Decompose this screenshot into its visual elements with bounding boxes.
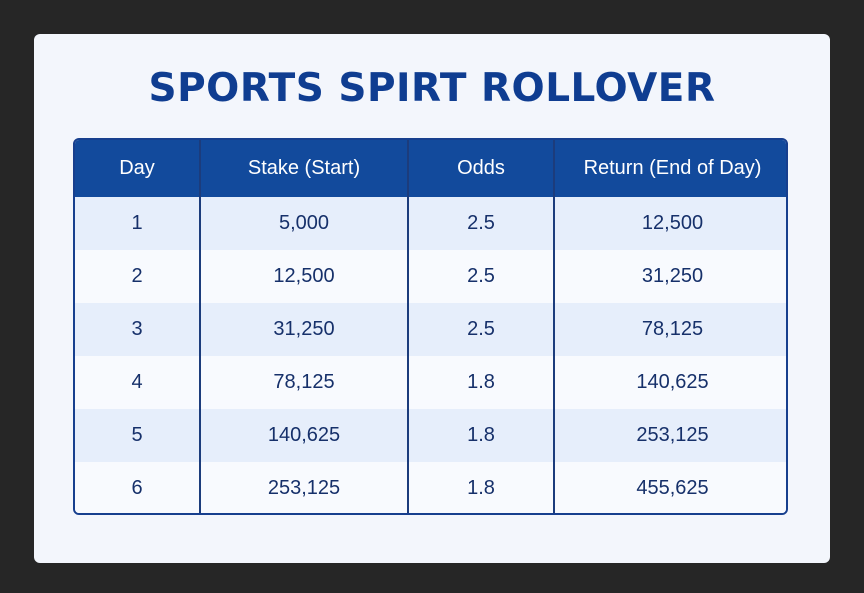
cell-odds: 1.8 xyxy=(408,462,555,513)
table-row: 5 140,625 1.8 253,125 xyxy=(75,409,786,462)
cell-return: 78,125 xyxy=(641,318,704,340)
cell-return: 140,625 xyxy=(636,371,709,393)
cell-stake: 5,000 xyxy=(200,197,409,250)
cell-return: 31,250 xyxy=(641,265,704,287)
header-odds: Odds xyxy=(408,140,555,197)
cell-return: 455,625 xyxy=(636,477,709,499)
cell-return: 253,125 xyxy=(636,424,709,446)
header-return-end-of-day: Return (End of Day) xyxy=(583,157,762,179)
table-row: 1 5,000 2.5 12,500 xyxy=(75,197,786,250)
header-stake-start: Stake (Start) xyxy=(200,140,409,197)
table-row: 2 12,500 2.5 31,250 xyxy=(75,250,786,303)
cell-day: 3 xyxy=(75,303,201,356)
header-day: Day xyxy=(75,140,201,197)
table-row: 3 31,250 2.5 78,125 xyxy=(75,303,786,356)
cell-day: 6 xyxy=(75,462,201,513)
cell-day: 4 xyxy=(75,356,201,409)
table-row: 4 78,125 1.8 140,625 xyxy=(75,356,786,409)
cell-stake: 31,250 xyxy=(200,303,409,356)
cell-odds: 2.5 xyxy=(408,250,555,303)
page-title: SPORTS SPIRT ROLLOVER xyxy=(148,66,716,111)
table-row: 6 253,125 1.8 455,625 xyxy=(75,462,786,513)
cell-return: 12,500 xyxy=(641,212,704,234)
cell-stake: 140,625 xyxy=(200,409,409,462)
cell-stake: 78,125 xyxy=(200,356,409,409)
cell-stake: 253,125 xyxy=(200,462,409,513)
cell-odds: 1.8 xyxy=(408,409,555,462)
cell-stake: 12,500 xyxy=(200,250,409,303)
cell-odds: 1.8 xyxy=(408,356,555,409)
rollover-table: Day Stake (Start) Odds Return (End of Da… xyxy=(75,140,786,513)
table-body: 1 5,000 2.5 12,500 2 12,500 2.5 31,250 3… xyxy=(75,197,786,513)
rollover-table-container: Day Stake (Start) Odds Return (End of Da… xyxy=(73,138,788,515)
cell-day: 1 xyxy=(75,197,201,250)
table-header-row: Day Stake (Start) Odds Return (End of Da… xyxy=(75,140,786,197)
cell-odds: 2.5 xyxy=(408,197,555,250)
cell-day: 5 xyxy=(75,409,201,462)
table-header: Day Stake (Start) Odds Return (End of Da… xyxy=(75,140,786,197)
cell-day: 2 xyxy=(75,250,201,303)
cell-odds: 2.5 xyxy=(408,303,555,356)
